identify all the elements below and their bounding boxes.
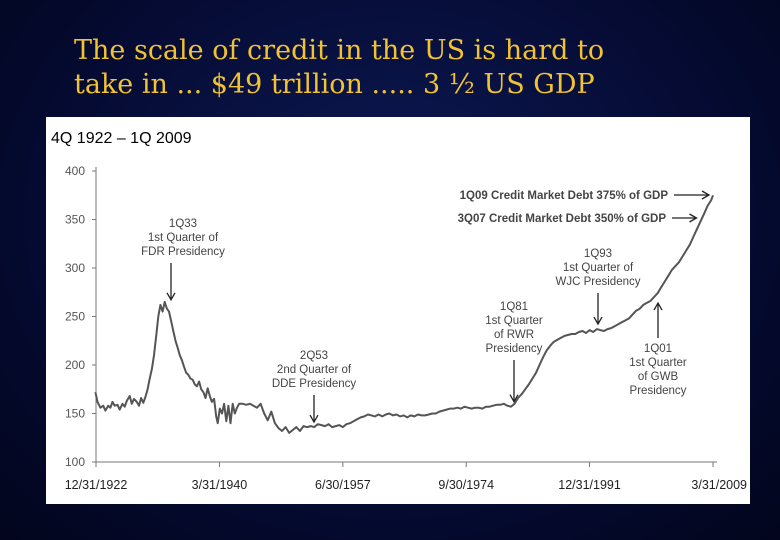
annotation-label: of GWB bbox=[638, 371, 679, 383]
annotation-label: DDE Presidency bbox=[272, 378, 357, 390]
credit-debt-series-line bbox=[94, 194, 714, 434]
x-tick-label: 9/30/1974 bbox=[438, 478, 494, 492]
annotation-label: Presidency bbox=[486, 343, 543, 355]
chart-title: 4Q 1922 – 1Q 2009 bbox=[51, 130, 192, 147]
annotation-label: 1st Quarter of bbox=[148, 232, 219, 244]
chart-annotations: 1Q33 1st Quarter of FDR Presidency 2Q53 2nd … bbox=[141, 190, 711, 424]
slide-title: The scale of credit in the US is hard to… bbox=[74, 34, 754, 102]
annotation-label: FDR Presidency bbox=[141, 246, 225, 258]
annotation-label: of RWR bbox=[494, 329, 534, 341]
annotation-arrowhead bbox=[689, 213, 698, 223]
slide-title-line-2: take in ... $49 trillion ..... 3 ½ US GD… bbox=[74, 69, 595, 100]
annotation-arrowhead bbox=[653, 301, 663, 311]
annotation-label: 2nd Quarter of bbox=[277, 364, 352, 376]
x-tick-label: 12/31/1922 bbox=[65, 478, 128, 492]
y-tick-label: 350 bbox=[65, 213, 85, 227]
x-tick-label: 3/31/1940 bbox=[192, 478, 248, 492]
annotation-arrowhead bbox=[701, 190, 711, 200]
chart-line-layer bbox=[94, 194, 714, 434]
chart-axes: 100 150 200 250 300 350 400 12/31/1922 3/31/1940… bbox=[65, 164, 747, 492]
annotation-label: 1Q93 bbox=[584, 248, 612, 260]
annotation-arrowhead bbox=[309, 414, 319, 424]
annotation-label: 3Q07 Credit Market Debt 350% of GDP bbox=[458, 213, 667, 225]
annotation-label: 1Q81 bbox=[500, 301, 528, 313]
annotation-label: 2Q53 bbox=[300, 350, 328, 362]
annotation-label: 1Q33 bbox=[169, 218, 197, 230]
y-tick-label: 400 bbox=[65, 164, 85, 178]
y-tick-label: 150 bbox=[65, 407, 85, 421]
annotation-arrowhead bbox=[509, 394, 519, 404]
x-tick-label: 3/31/2009 bbox=[691, 478, 747, 492]
annotation-label: 1Q09 Credit Market Debt 375% of GDP bbox=[460, 190, 669, 202]
chart-panel: 4Q 1922 – 1Q 2009 100 150 200 250 300 350 400 1… bbox=[46, 117, 750, 504]
annotation-arrowhead bbox=[593, 316, 603, 326]
y-tick-label: 200 bbox=[65, 358, 85, 372]
y-tick-label: 250 bbox=[65, 310, 85, 324]
credit-debt-chart: 4Q 1922 – 1Q 2009 1001502002503003504001… bbox=[51, 130, 747, 492]
y-tick-label: 100 bbox=[65, 455, 85, 469]
annotation-label: 1st Quarter bbox=[485, 315, 543, 327]
y-tick-label: 300 bbox=[65, 261, 85, 275]
x-tick-label: 12/31/1991 bbox=[558, 478, 621, 492]
annotation-label: 1Q01 bbox=[644, 343, 672, 355]
annotation-label: WJC Presidency bbox=[556, 276, 641, 288]
annotation-label: Presidency bbox=[630, 385, 687, 397]
annotation-label: 1st Quarter bbox=[629, 357, 687, 369]
annotation-arrowhead bbox=[166, 292, 176, 302]
annotation-label: 1st Quarter of bbox=[563, 262, 634, 274]
slide-title-line-1: The scale of credit in the US is hard to bbox=[74, 35, 605, 66]
x-tick-label: 6/30/1957 bbox=[315, 478, 371, 492]
